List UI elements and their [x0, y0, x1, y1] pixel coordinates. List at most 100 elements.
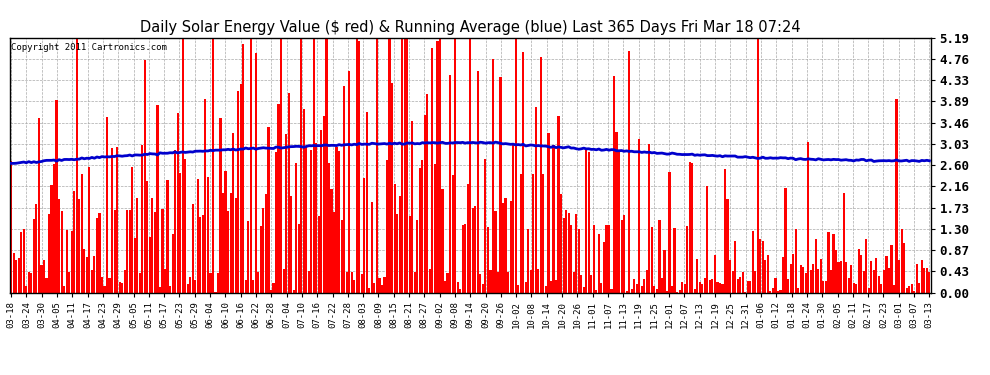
Bar [482, 284, 484, 292]
Bar [348, 71, 350, 292]
Bar [70, 231, 73, 292]
Bar [790, 264, 792, 292]
Bar [585, 148, 587, 292]
Bar [818, 269, 820, 292]
Bar [60, 211, 62, 292]
Bar [812, 264, 815, 292]
Bar [248, 221, 249, 292]
Bar [411, 121, 413, 292]
Bar [555, 280, 557, 292]
Bar [784, 188, 787, 292]
Bar [769, 291, 771, 292]
Bar [636, 284, 638, 292]
Bar [194, 280, 196, 292]
Bar [701, 284, 703, 292]
Bar [830, 270, 832, 292]
Bar [48, 214, 50, 292]
Bar [300, 38, 302, 292]
Bar [171, 234, 173, 292]
Bar [15, 260, 17, 292]
Bar [810, 270, 812, 292]
Bar [280, 38, 282, 292]
Bar [694, 289, 696, 292]
Bar [23, 229, 25, 292]
Bar [740, 278, 742, 292]
Bar [842, 193, 844, 292]
Bar [567, 213, 569, 292]
Bar [156, 105, 158, 292]
Bar [699, 282, 701, 292]
Bar [111, 148, 113, 292]
Bar [823, 281, 825, 292]
Bar [666, 291, 668, 292]
Bar [751, 231, 753, 292]
Bar [686, 226, 688, 292]
Bar [147, 181, 148, 292]
Bar [368, 288, 370, 292]
Bar [893, 285, 895, 292]
Bar [712, 279, 714, 292]
Bar [522, 52, 525, 292]
Bar [890, 245, 893, 292]
Bar [792, 254, 794, 292]
Bar [689, 162, 691, 292]
Bar [663, 250, 665, 292]
Bar [41, 265, 43, 292]
Bar [341, 220, 343, 292]
Bar [845, 261, 847, 292]
Bar [68, 272, 70, 292]
Bar [896, 99, 898, 292]
Bar [528, 229, 530, 292]
Bar [676, 291, 678, 292]
Bar [862, 271, 865, 292]
Bar [116, 147, 118, 292]
Bar [583, 287, 585, 292]
Bar [65, 230, 67, 292]
Bar [295, 163, 297, 292]
Bar [544, 286, 547, 292]
Bar [442, 189, 444, 292]
Bar [489, 270, 491, 292]
Bar [293, 290, 295, 292]
Bar [373, 283, 375, 292]
Bar [174, 150, 176, 292]
Bar [101, 277, 103, 292]
Bar [525, 282, 527, 292]
Bar [326, 38, 328, 292]
Bar [865, 239, 867, 292]
Bar [197, 179, 199, 292]
Bar [650, 227, 653, 292]
Bar [535, 107, 537, 292]
Bar [58, 199, 60, 292]
Bar [517, 285, 519, 292]
Bar [795, 229, 797, 292]
Bar [376, 38, 378, 292]
Bar [572, 272, 575, 292]
Bar [148, 237, 150, 292]
Bar [73, 191, 75, 292]
Bar [137, 198, 139, 292]
Bar [404, 38, 406, 292]
Bar [434, 164, 436, 292]
Bar [134, 237, 136, 292]
Bar [678, 290, 681, 292]
Bar [749, 281, 751, 292]
Bar [611, 289, 613, 292]
Bar [668, 172, 670, 292]
Bar [855, 284, 857, 292]
Bar [916, 264, 918, 292]
Bar [543, 174, 545, 292]
Bar [880, 284, 882, 292]
Bar [639, 139, 641, 292]
Bar [287, 93, 290, 292]
Bar [103, 285, 106, 292]
Bar [153, 212, 156, 292]
Bar [507, 272, 509, 292]
Bar [800, 266, 802, 292]
Bar [560, 194, 562, 292]
Bar [580, 275, 582, 292]
Bar [75, 38, 78, 292]
Bar [533, 174, 535, 292]
Bar [883, 270, 885, 292]
Bar [252, 280, 254, 292]
